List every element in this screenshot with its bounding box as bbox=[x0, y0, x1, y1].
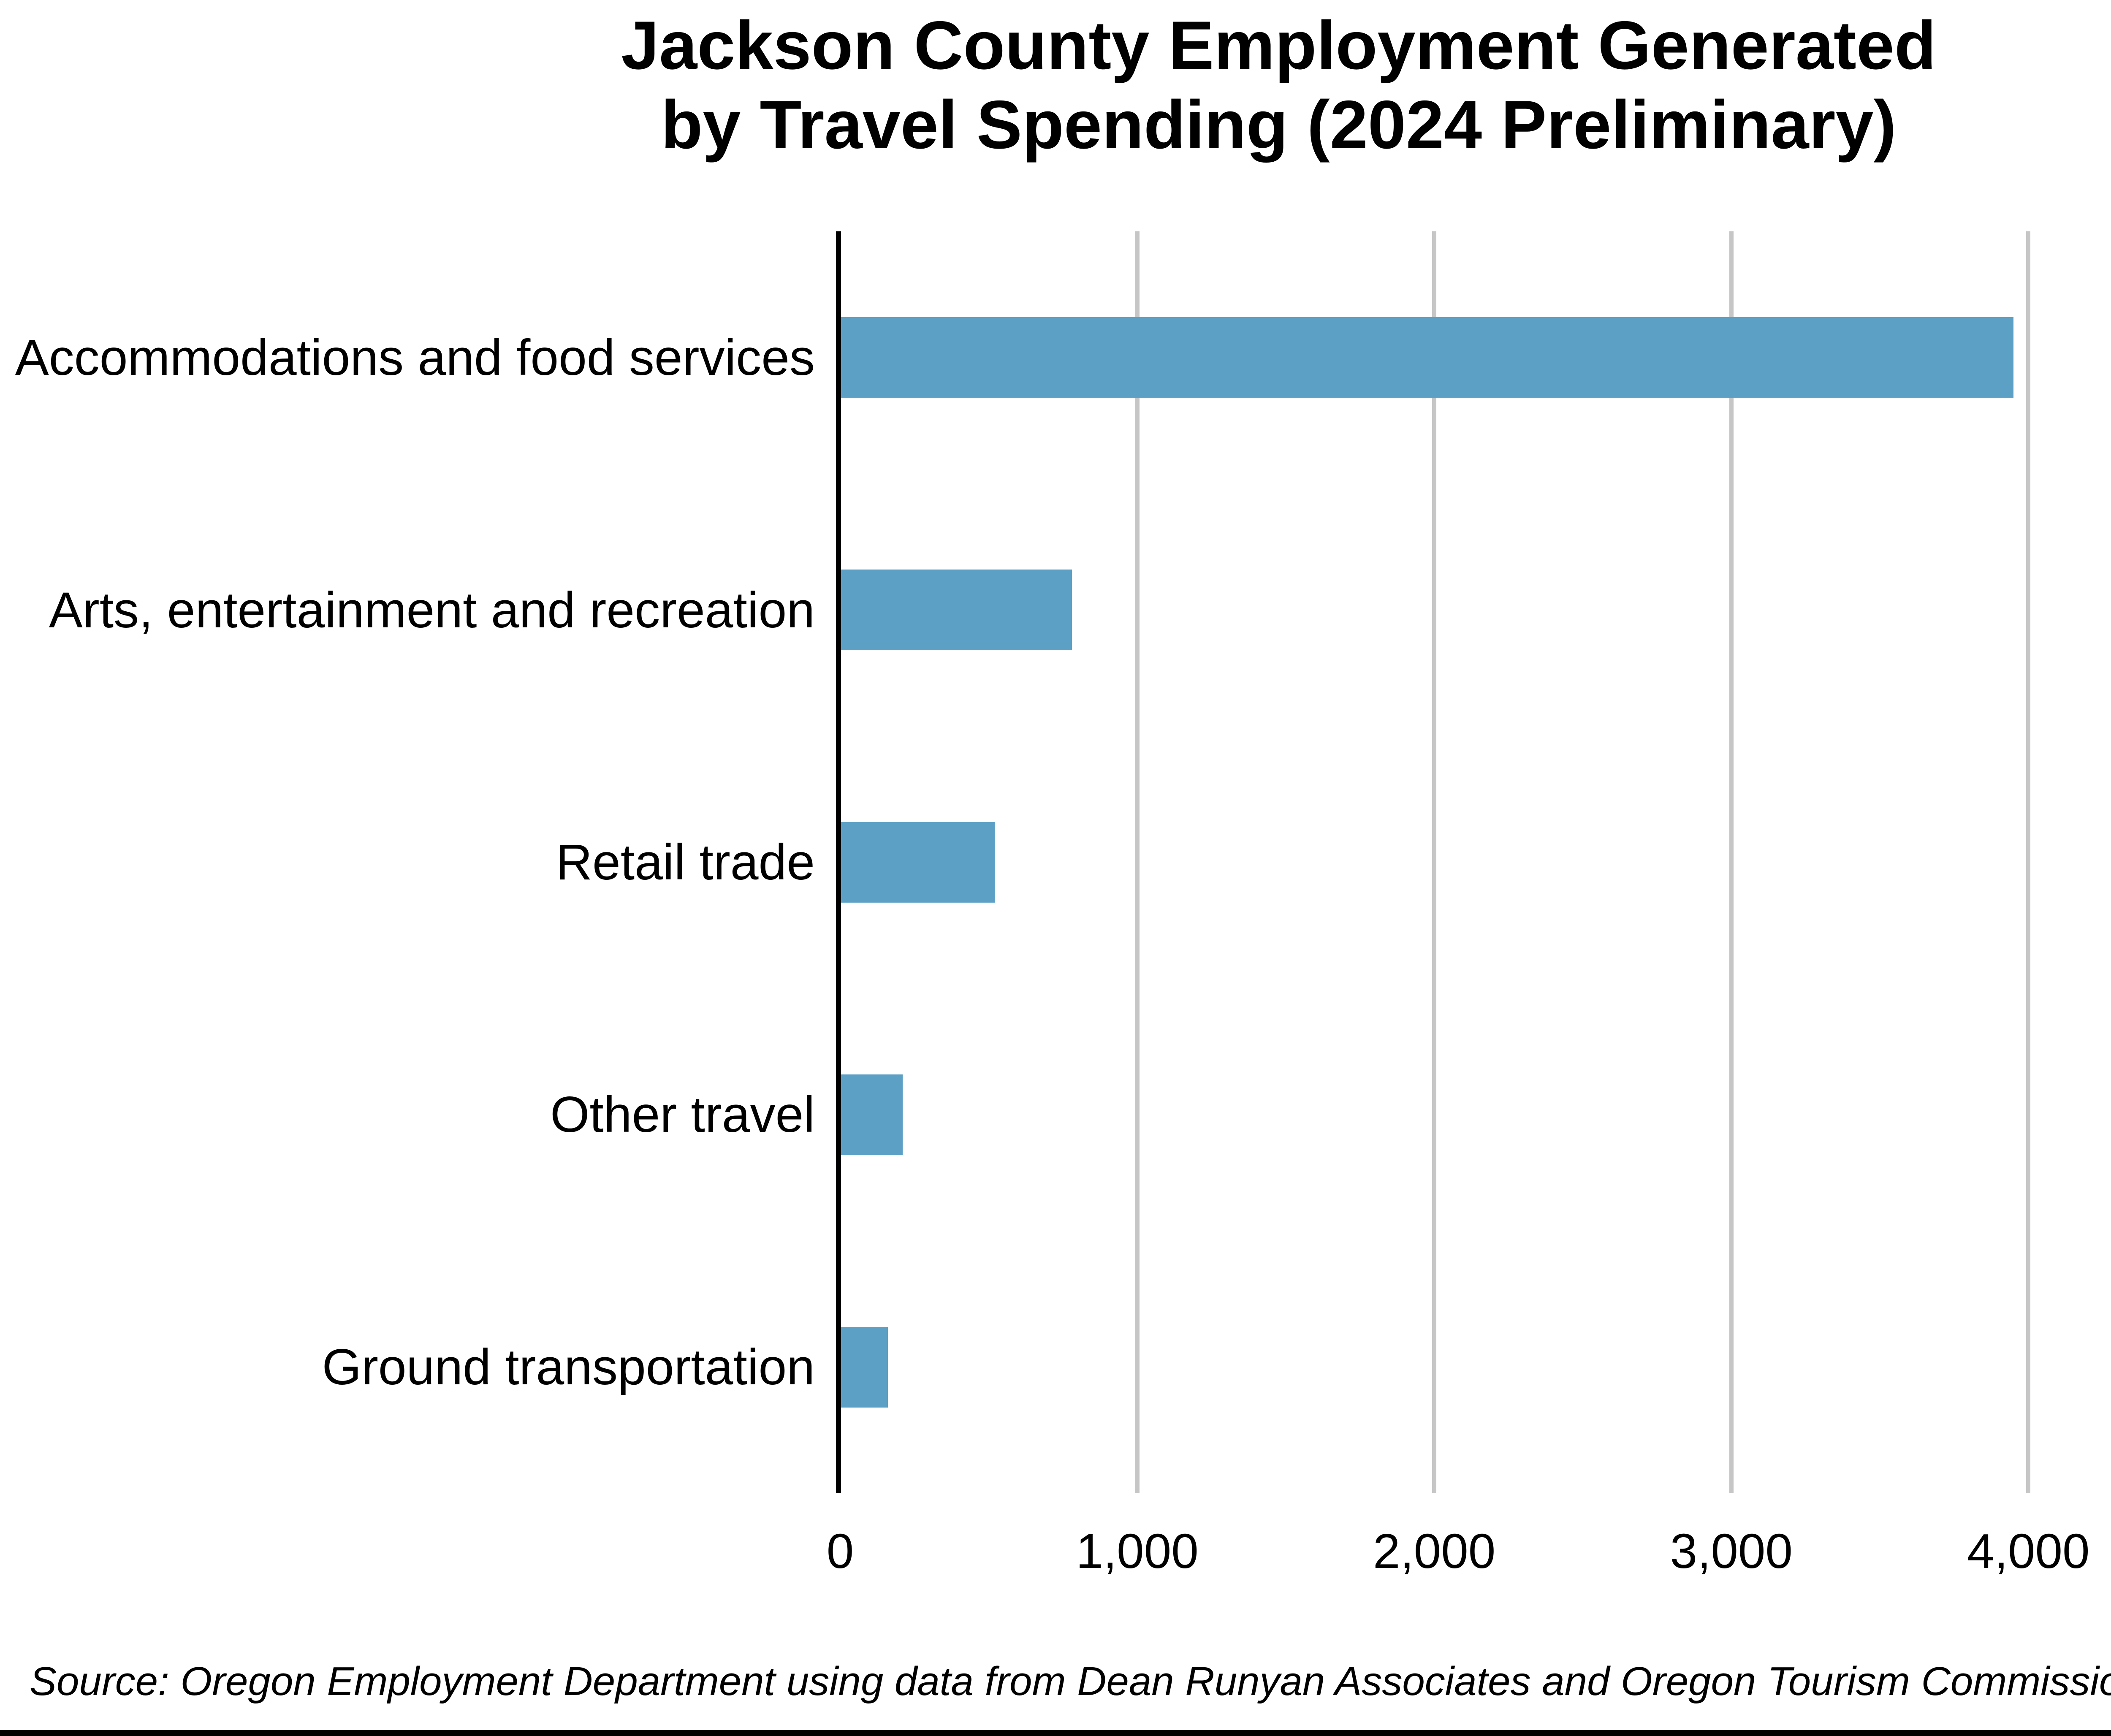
bar-3 bbox=[840, 822, 995, 903]
gridline-2000 bbox=[1432, 231, 1437, 1493]
gridline-3000 bbox=[1729, 231, 1734, 1493]
y-axis-line bbox=[836, 231, 841, 1493]
chart-title-line1: Jackson County Employment Generated bbox=[621, 7, 1936, 84]
bar-4 bbox=[840, 1074, 903, 1155]
chart-title-line2: by Travel Spending (2024 Preliminary) bbox=[661, 86, 1897, 163]
x-tick-label-1000: 1,000 bbox=[1076, 1524, 1199, 1579]
category-label: Retail trade bbox=[556, 834, 815, 891]
bar-1 bbox=[840, 317, 2014, 398]
x-tick-label-3000: 3,000 bbox=[1670, 1524, 1793, 1579]
category-label: Accommodations and food services bbox=[15, 329, 815, 386]
category-label: Ground transportation bbox=[322, 1339, 815, 1396]
x-tick-label-2000: 2,000 bbox=[1373, 1524, 1496, 1579]
chart-title: Jackson County Employment Generated by T… bbox=[160, 6, 2111, 165]
category-label: Other travel bbox=[550, 1086, 815, 1143]
x-tick-label-0: 0 bbox=[826, 1524, 854, 1579]
category-label: Arts, entertainment and recreation bbox=[49, 581, 815, 638]
bar-5 bbox=[840, 1326, 888, 1408]
source-citation: Source: Oregon Employment Department usi… bbox=[30, 1659, 2111, 1704]
bottom-border-line bbox=[0, 1730, 2111, 1736]
bar-2 bbox=[840, 570, 1072, 651]
gridline-1000 bbox=[1135, 231, 1140, 1493]
x-tick-label-4000: 4,000 bbox=[1967, 1524, 2090, 1579]
gridline-4000 bbox=[2026, 231, 2031, 1493]
